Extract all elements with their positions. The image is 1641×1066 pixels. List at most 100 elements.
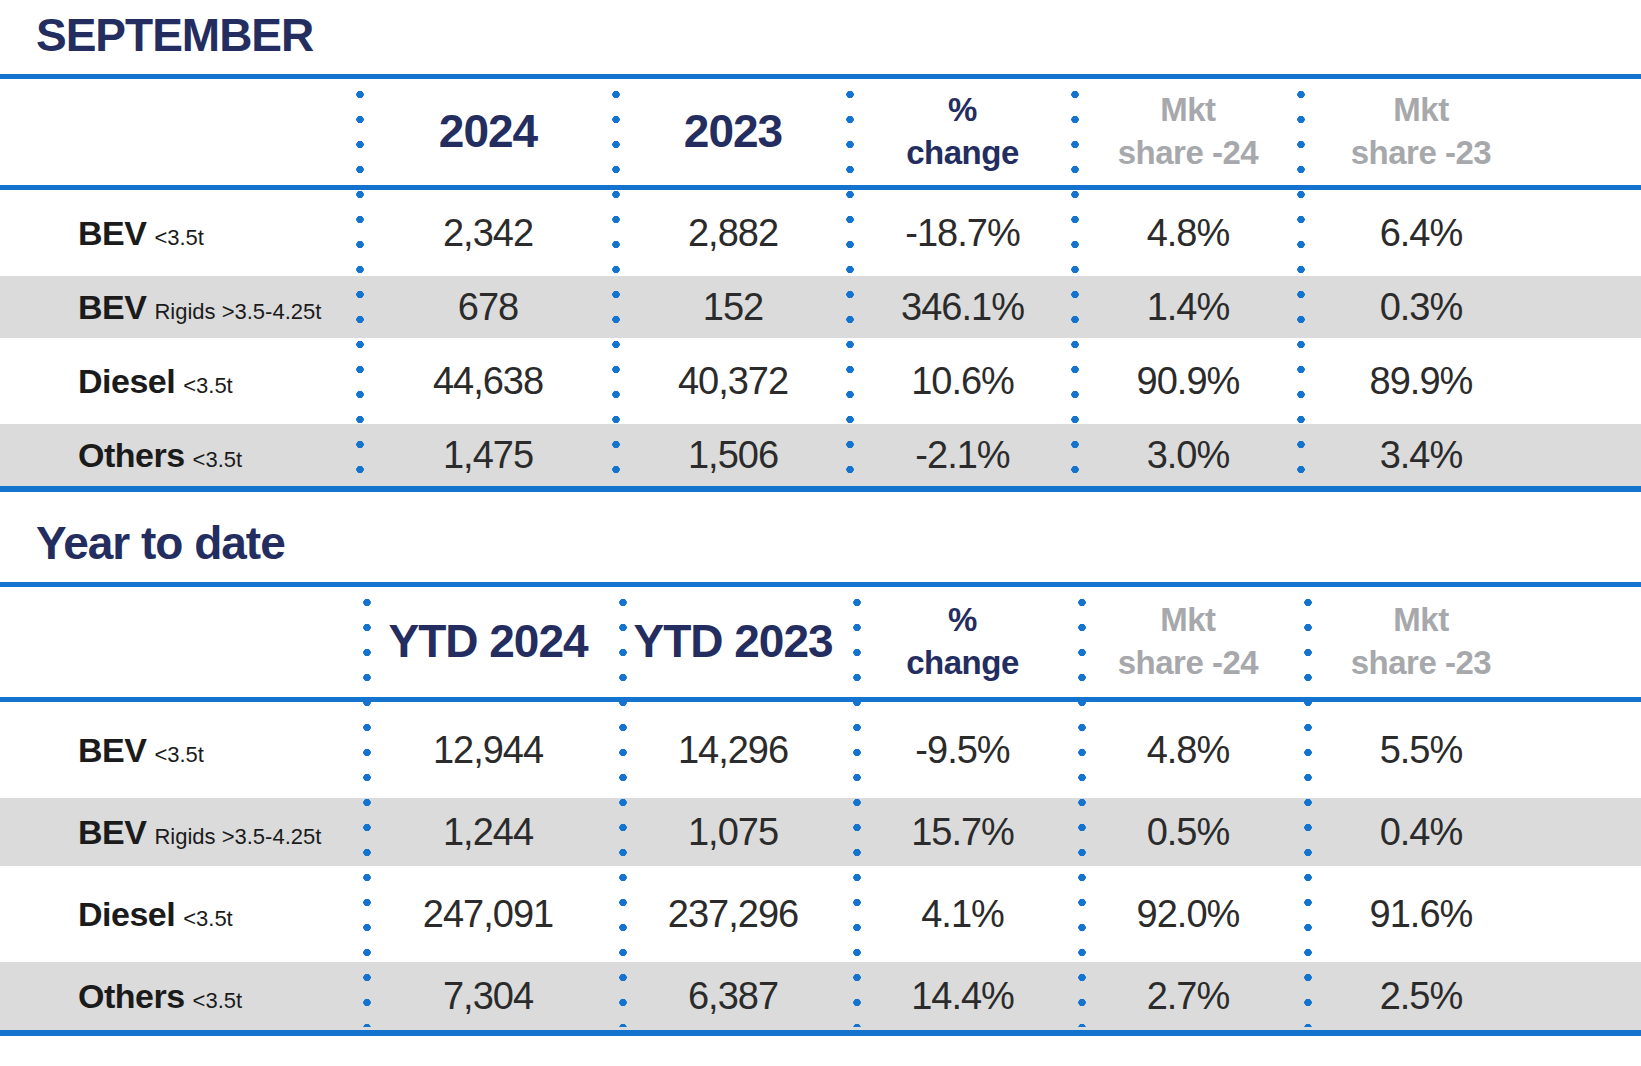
value-cell: 14.4% (850, 975, 1075, 1018)
table-row: Others <3.5t 1,475 1,506 -2.1% 3.0% 3.4% (0, 424, 1641, 486)
value-cell: 2,882 (616, 212, 850, 255)
column-header-line: change (850, 132, 1075, 175)
table-row: Diesel <3.5t 247,091 237,296 4.1% 92.0% 9… (0, 866, 1641, 962)
row-label: Diesel <3.5t (0, 362, 360, 401)
value-cell: 1.4% (1075, 286, 1301, 329)
table-row: BEV <3.5t 12,944 14,296 -9.5% 4.8% 5.5% (0, 702, 1641, 798)
row-label: BEVRigids >3.5-4.25t (0, 813, 360, 852)
row-name: Diesel (78, 362, 175, 400)
value-cell: 0.3% (1301, 286, 1641, 329)
row-label: BEV <3.5t (0, 731, 360, 770)
value-cell: 14,296 (616, 729, 850, 772)
row-name: BEV (78, 214, 146, 252)
column-header-line: % (850, 599, 1075, 642)
value-cell: 678 (360, 286, 616, 329)
september-table: 20242023%changeMktshare -24Mktshare -23 … (0, 74, 1641, 492)
ytd-table: YTD 2024YTD 2023%changeMktshare -24Mktsh… (0, 582, 1641, 1036)
row-suffix: <3.5t (193, 988, 243, 1013)
value-cell: 247,091 (360, 893, 616, 936)
table-row: Others<3.5t 7,304 6,387 14.4% 2.7% 2.5% (0, 962, 1641, 1030)
value-cell: 3.0% (1075, 434, 1301, 477)
value-cell: 0.4% (1301, 811, 1641, 854)
column-header: YTD 2023 (616, 612, 850, 672)
column-header-line: Mkt (1075, 89, 1301, 132)
row-label: BEV <3.5t (0, 214, 360, 253)
value-cell: 6,387 (616, 975, 850, 1018)
row-suffix: Rigids >3.5-4.25t (154, 299, 321, 324)
row-suffix: <3.5t (193, 447, 243, 472)
value-cell: 89.9% (1301, 360, 1641, 403)
table-row: BEVRigids >3.5-4.25t 1,244 1,075 15.7% 0… (0, 798, 1641, 866)
row-suffix: <3.5t (154, 742, 204, 767)
value-cell: 4.1% (850, 893, 1075, 936)
value-cell: 2,342 (360, 212, 616, 255)
row-label: Others <3.5t (0, 977, 360, 1016)
row-name: Others (78, 436, 185, 474)
column-header: %change (850, 89, 1075, 175)
column-header: 2024 (360, 102, 616, 162)
value-cell: 1,506 (616, 434, 850, 477)
value-cell: 7,304 (360, 975, 616, 1018)
row-name: BEV (78, 813, 146, 851)
table-header-row: 20242023%changeMktshare -24Mktshare -23 (0, 79, 1641, 190)
value-cell: -18.7% (850, 212, 1075, 255)
column-header-line: YTD 2024 (360, 612, 616, 672)
table-body: BEV <3.5t 12,944 14,296 -9.5% 4.8% 5.5% B… (0, 702, 1641, 1030)
row-label: BEV Rigids >3.5-4.25t (0, 288, 360, 327)
column-header-line: share -24 (1075, 132, 1301, 175)
column-header-line: Mkt (1301, 599, 1541, 642)
section-title-ytd: Year to date (36, 520, 1641, 566)
value-cell: 1,475 (360, 434, 616, 477)
row-suffix: <3.5t (183, 373, 233, 398)
column-header-line: 2023 (616, 102, 850, 162)
column-header: Mktshare -24 (1075, 599, 1301, 685)
value-cell: 4.8% (1075, 212, 1301, 255)
column-header: Mktshare -23 (1301, 599, 1641, 685)
value-cell: 90.9% (1075, 360, 1301, 403)
value-cell: 12,944 (360, 729, 616, 772)
row-label: Diesel <3.5t (0, 895, 360, 934)
table-row: BEVRigids >3.5-4.25t 678 152 346.1% 1.4%… (0, 276, 1641, 338)
table-body: BEV<3.5t 2,342 2,882 -18.7% 4.8% 6.4% BE… (0, 190, 1641, 486)
row-suffix: <3.5t (183, 906, 233, 931)
value-cell: 44,638 (360, 360, 616, 403)
column-header-line: share -24 (1075, 642, 1301, 685)
column-header: Mktshare -23 (1301, 89, 1641, 175)
column-header: 2023 (616, 102, 850, 162)
value-cell: 1,075 (616, 811, 850, 854)
column-header-line: YTD 2023 (616, 612, 850, 672)
page: SEPTEMBER 20242023%changeMktshare -24Mkt… (0, 0, 1641, 1066)
value-cell: 0.5% (1075, 811, 1301, 854)
column-header-line: % (850, 89, 1075, 132)
column-header: Mktshare -24 (1075, 89, 1301, 175)
value-cell: 237,296 (616, 893, 850, 936)
value-cell: 15.7% (850, 811, 1075, 854)
table-header-row: YTD 2024YTD 2023%changeMktshare -24Mktsh… (0, 587, 1641, 702)
row-name: BEV (78, 288, 146, 326)
section-title-september: SEPTEMBER (36, 12, 1641, 58)
september-section: SEPTEMBER 20242023%changeMktshare -24Mkt… (0, 12, 1641, 492)
table-row: BEV<3.5t 2,342 2,882 -18.7% 4.8% 6.4% (0, 190, 1641, 276)
value-cell: 92.0% (1075, 893, 1301, 936)
column-header-line: 2024 (360, 102, 616, 162)
value-cell: 5.5% (1301, 729, 1641, 772)
row-name: Diesel (78, 895, 175, 933)
value-cell: 3.4% (1301, 434, 1641, 477)
ytd-section: Year to date YTD 2024YTD 2023%changeMkts… (0, 520, 1641, 1036)
column-header-line: Mkt (1301, 89, 1541, 132)
value-cell: -9.5% (850, 729, 1075, 772)
row-label: Others <3.5t (0, 436, 360, 475)
column-header-line: Mkt (1075, 599, 1301, 642)
value-cell: 4.8% (1075, 729, 1301, 772)
column-header: YTD 2024 (360, 612, 616, 672)
value-cell: -2.1% (850, 434, 1075, 477)
column-header-line: change (850, 642, 1075, 685)
column-header: %change (850, 599, 1075, 685)
value-cell: 10.6% (850, 360, 1075, 403)
row-name: Others (78, 977, 185, 1015)
table-row: Diesel<3.5t 44,638 40,372 10.6% 90.9% 89… (0, 338, 1641, 424)
value-cell: 1,244 (360, 811, 616, 854)
value-cell: 91.6% (1301, 893, 1641, 936)
row-suffix: <3.5t (154, 225, 204, 250)
row-name: BEV (78, 731, 146, 769)
